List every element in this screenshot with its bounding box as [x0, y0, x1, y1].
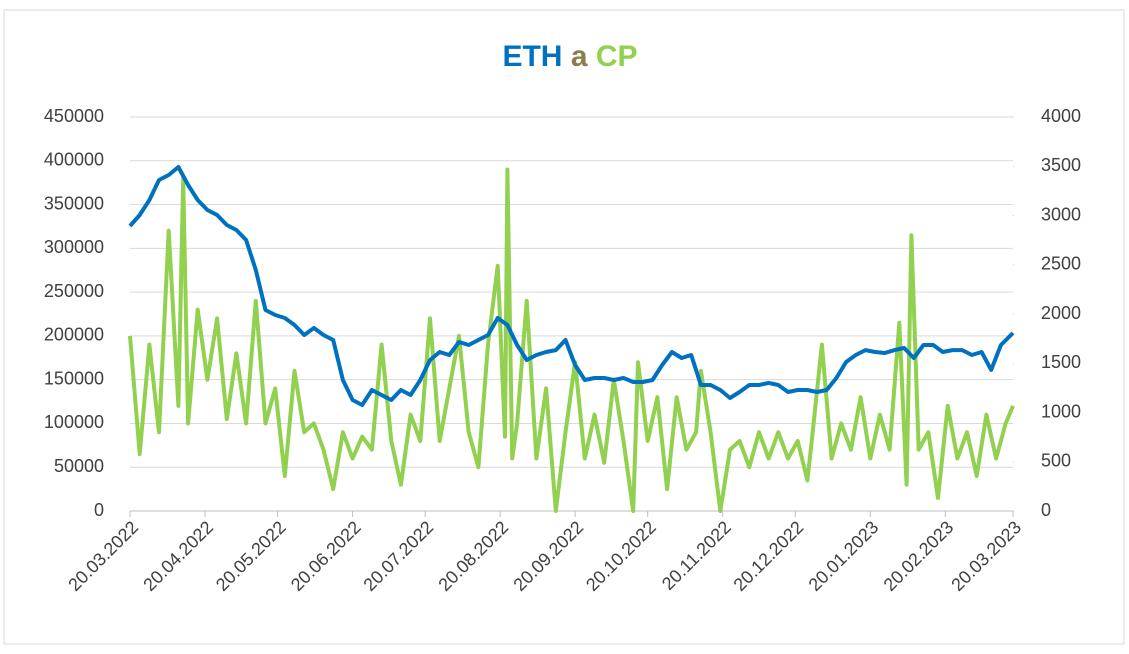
y-tick-label: 50000 [54, 456, 104, 476]
y2-tick-label: 0 [1041, 500, 1051, 520]
y-tick-label: 0 [94, 500, 104, 520]
y-tick-label: 350000 [44, 193, 104, 213]
y2-tick-label: 4000 [1041, 106, 1081, 126]
y-tick-label: 450000 [44, 106, 104, 126]
y-tick-label: 200000 [44, 325, 104, 345]
y2-tick-label: 1000 [1041, 401, 1081, 421]
series-line [128, 167, 1015, 513]
y-tick-label: 150000 [44, 368, 104, 388]
y2-tick-label: 2500 [1041, 254, 1081, 274]
chart-title: ETH a CP [502, 40, 637, 73]
title-part: a [571, 40, 588, 73]
y-tick-label: 250000 [44, 281, 104, 301]
y-tick-label: 400000 [44, 150, 104, 170]
y2-tick-label: 2000 [1041, 303, 1081, 323]
y2-tick-label: 3000 [1041, 204, 1081, 224]
y2-tick-label: 1500 [1041, 352, 1081, 372]
chart-border [3, 9, 1125, 645]
y2-tick-label: 500 [1041, 451, 1071, 471]
title-part: CP [596, 40, 638, 73]
title-part: ETH [502, 40, 562, 73]
y2-tick-label: 3500 [1041, 155, 1081, 175]
y-tick-label: 100000 [44, 412, 104, 432]
y-tick-label: 300000 [44, 237, 104, 257]
series-line [128, 165, 1015, 407]
